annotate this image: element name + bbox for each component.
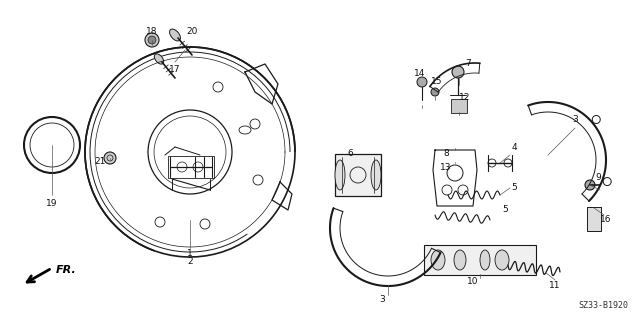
Circle shape xyxy=(104,152,116,164)
Text: 3: 3 xyxy=(379,295,385,305)
Circle shape xyxy=(452,66,464,78)
Circle shape xyxy=(431,88,439,96)
Text: 12: 12 xyxy=(460,92,471,101)
Text: FR.: FR. xyxy=(56,265,77,275)
Text: 1: 1 xyxy=(187,249,193,258)
Circle shape xyxy=(585,180,595,190)
Text: 16: 16 xyxy=(600,215,611,225)
FancyBboxPatch shape xyxy=(587,207,601,231)
Text: 4: 4 xyxy=(511,143,517,153)
Text: 19: 19 xyxy=(46,198,58,207)
Text: 7: 7 xyxy=(465,59,471,68)
Ellipse shape xyxy=(454,250,466,270)
Ellipse shape xyxy=(170,29,180,41)
Text: 20: 20 xyxy=(186,28,197,36)
FancyBboxPatch shape xyxy=(451,99,467,113)
Text: 6: 6 xyxy=(347,148,353,157)
Text: 18: 18 xyxy=(146,28,158,36)
Circle shape xyxy=(145,33,159,47)
Text: 5: 5 xyxy=(502,205,508,214)
Ellipse shape xyxy=(431,250,445,270)
Text: 5: 5 xyxy=(511,183,517,193)
Text: 3: 3 xyxy=(572,116,578,124)
Ellipse shape xyxy=(495,250,509,270)
Circle shape xyxy=(417,77,427,87)
Circle shape xyxy=(148,36,156,44)
Text: 11: 11 xyxy=(549,282,561,291)
Ellipse shape xyxy=(371,160,381,190)
Text: SZ33-B1920: SZ33-B1920 xyxy=(578,301,628,310)
Text: 17: 17 xyxy=(169,66,181,75)
Text: 13: 13 xyxy=(440,163,452,172)
Ellipse shape xyxy=(154,54,164,64)
Text: 21: 21 xyxy=(94,157,106,166)
Text: 15: 15 xyxy=(431,77,442,86)
Text: 9: 9 xyxy=(595,173,601,182)
Text: 10: 10 xyxy=(467,277,479,286)
Text: 8: 8 xyxy=(443,148,449,157)
Ellipse shape xyxy=(335,160,345,190)
Text: 2: 2 xyxy=(187,258,193,267)
Ellipse shape xyxy=(480,250,490,270)
FancyBboxPatch shape xyxy=(424,245,536,275)
FancyBboxPatch shape xyxy=(335,154,381,196)
Text: 14: 14 xyxy=(415,68,425,77)
